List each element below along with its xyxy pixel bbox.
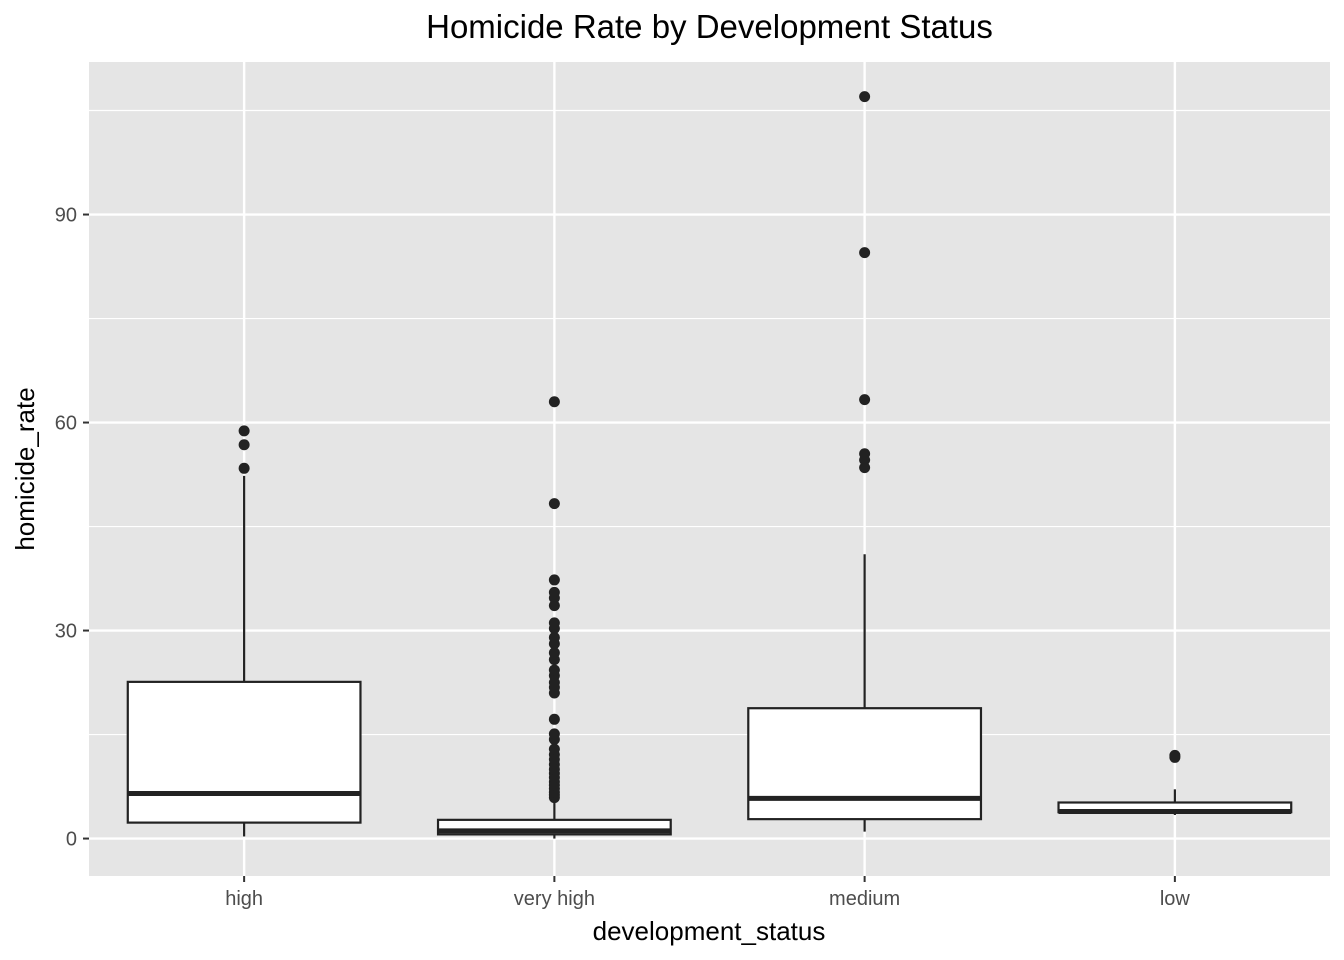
outlier-point: [548, 743, 560, 755]
x-tick-label: low: [1160, 888, 1191, 910]
x-axis: high very high medium low: [225, 876, 1190, 910]
x-tick-label: medium: [829, 888, 900, 910]
box-iqr: [126, 680, 362, 824]
y-tick-label: 60: [55, 413, 77, 435]
boxes-layer: [126, 91, 1293, 839]
box-low: [1057, 749, 1293, 815]
outlier-point: [548, 713, 560, 725]
y-tick-label: 90: [55, 205, 77, 227]
outlier-point: [548, 396, 560, 408]
y-axis: 0 30 60 90: [55, 205, 89, 851]
box-very-high: [436, 396, 672, 839]
y-tick-label: 0: [66, 829, 77, 851]
outlier-point: [548, 574, 560, 586]
outlier-point: [548, 617, 560, 629]
x-axis-title: development_status: [593, 916, 826, 946]
y-axis-title: homicide_rate: [10, 387, 40, 550]
outlier-point: [548, 664, 560, 676]
x-tick-label: high: [225, 888, 263, 910]
chart-title: Homicide Rate by Development Status: [426, 8, 993, 45]
outlier-point: [548, 728, 560, 740]
outlier-point: [859, 462, 871, 474]
outlier-point: [1169, 749, 1181, 761]
outlier-point: [859, 91, 871, 103]
outlier-point: [859, 448, 871, 460]
outlier-point: [238, 439, 250, 451]
x-tick-label: very high: [514, 888, 595, 910]
outlier-point: [859, 394, 871, 406]
outlier-point: [548, 647, 560, 659]
box-iqr: [747, 707, 983, 821]
outlier-point: [548, 498, 560, 510]
outlier-point: [548, 586, 560, 598]
box-high: [126, 425, 362, 837]
outlier-point: [548, 631, 560, 643]
box-medium: [747, 91, 983, 832]
y-tick-label: 30: [55, 621, 77, 643]
outlier-point: [238, 462, 250, 474]
outlier-point: [548, 600, 560, 612]
outlier-point: [859, 247, 871, 259]
outlier-point: [238, 425, 250, 437]
